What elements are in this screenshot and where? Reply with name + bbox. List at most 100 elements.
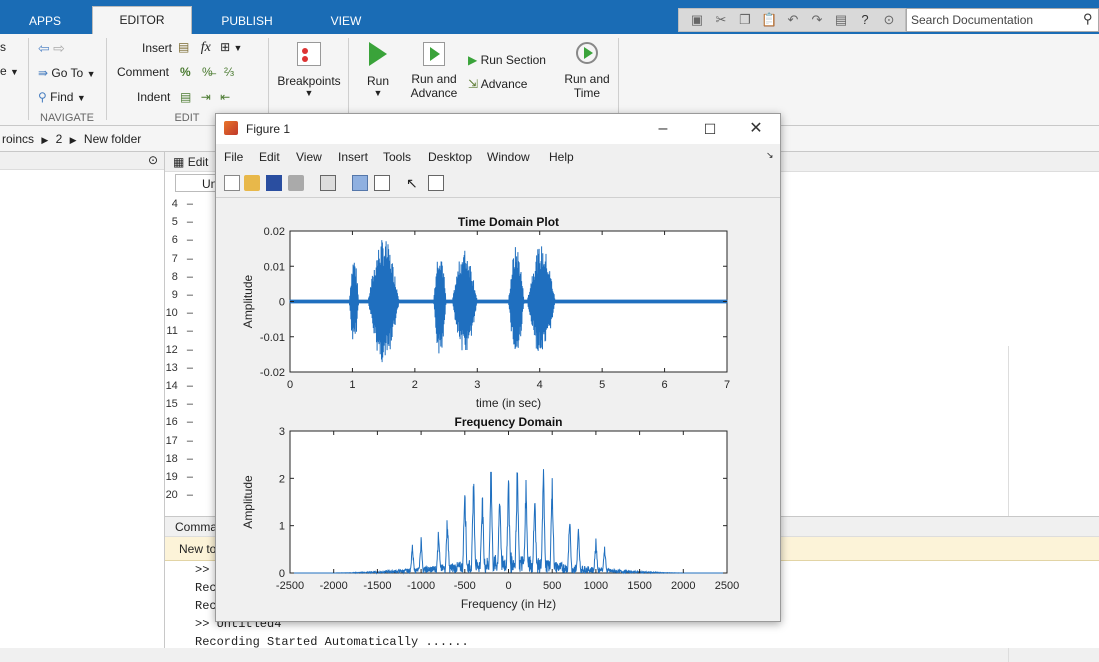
indent-icons: ▤ ⇥ ⇤ <box>180 90 230 104</box>
find-button[interactable]: ⚲ Find ▼ <box>38 90 86 104</box>
line-number: 16 – <box>165 416 193 429</box>
line-number: 17 – <box>165 434 193 447</box>
tab-publish[interactable]: PUBLISH <box>221 14 273 28</box>
search-icon[interactable]: ⚲ <box>1083 11 1093 26</box>
panel-menu-icon[interactable]: ⊙ <box>147 153 158 167</box>
undo-icon[interactable]: ↶ <box>787 12 799 27</box>
menu-view[interactable]: View <box>296 150 322 164</box>
link-plot-icon[interactable] <box>320 175 336 191</box>
path-segment[interactable]: roincs <box>2 132 35 146</box>
command-line: Rec <box>195 599 217 613</box>
wrap-comment-icon[interactable]: ⅔ <box>224 65 235 79</box>
save-figure-icon[interactable] <box>266 175 282 191</box>
open-file-icon[interactable] <box>244 175 260 191</box>
insert-button[interactable]: Insert <box>142 41 173 55</box>
line-number: 8 – <box>171 270 193 283</box>
figure-titlebar[interactable]: Figure 1 – ☐ ✕ <box>216 114 780 144</box>
y-tick-label: -0.01 <box>260 332 285 344</box>
ribbon-partial-label: s <box>0 40 6 54</box>
copy-icon[interactable]: ❐ <box>739 12 751 27</box>
x-tick-label: 0 <box>505 580 511 592</box>
goto-button[interactable]: ⇛ Go To ▼ <box>38 66 96 80</box>
menu-window[interactable]: Window <box>487 150 530 164</box>
figure-toolbar: ↖ <box>216 170 780 198</box>
maximize-button[interactable]: ☐ <box>703 121 717 137</box>
panel-header: ⊙ <box>0 152 164 170</box>
tab-view[interactable]: VIEW <box>330 14 362 28</box>
x-tick-label: 6 <box>662 379 668 391</box>
chart-title: Frequency Domain <box>454 415 562 429</box>
decrease-indent-icon[interactable]: ⇤ <box>220 90 231 104</box>
new-figure-icon[interactable] <box>224 175 240 191</box>
insert-code-icon[interactable]: ⊞ <box>220 40 231 54</box>
y-tick-label: 0.01 <box>264 261 285 273</box>
insert-function-icon[interactable]: fx <box>200 40 211 55</box>
figure-window[interactable]: Figure 1 – ☐ ✕ File Edit View Insert Too… <box>215 113 781 622</box>
expand-icon[interactable]: ⊙ <box>883 12 895 27</box>
menu-help[interactable]: Help <box>549 150 574 164</box>
dock-arrow-icon[interactable]: ↘ <box>766 150 774 160</box>
line-number: 6 – <box>171 234 193 247</box>
y-tick-label: 0.02 <box>264 226 285 238</box>
advance-button[interactable]: ⇲ Advance <box>468 77 528 91</box>
uncomment-icon[interactable]: %̶ <box>202 65 213 79</box>
tab-apps[interactable]: APPS <box>28 14 61 28</box>
indent-button[interactable]: Indent <box>137 90 171 104</box>
x-tick-label: 5 <box>599 379 605 391</box>
x-tick-label: 2 <box>412 379 418 391</box>
tab-editor[interactable]: EDITOR <box>92 6 192 34</box>
save-icon[interactable]: ▣ <box>690 12 704 27</box>
path-segment[interactable]: 2 <box>55 132 63 146</box>
x-tick-label: 1000 <box>584 580 608 592</box>
redo-icon[interactable]: ↷ <box>811 12 823 27</box>
x-tick-label: 1 <box>349 379 355 391</box>
menu-insert[interactable]: Insert <box>338 150 369 164</box>
editor-divider <box>1008 346 1009 662</box>
search-documentation-input[interactable]: Search Documentation <box>906 8 1099 32</box>
line-number: 5 – <box>171 216 193 229</box>
toolstrip-tabbar: APPS EDITOR PUBLISH VIEW ▣ ✂ ❐ 📋 ↶ ↷ ▤ ?… <box>0 0 1099 34</box>
legend-icon[interactable] <box>374 175 390 191</box>
cut-icon[interactable]: ✂ <box>715 12 727 27</box>
x-tick-label: 7 <box>724 379 730 391</box>
menu-desktop[interactable]: Desktop <box>428 150 473 164</box>
colorbar-icon[interactable] <box>352 175 368 191</box>
close-button[interactable]: ✕ <box>749 120 763 137</box>
menu-file[interactable]: File <box>224 150 244 164</box>
minimize-button[interactable]: – <box>658 120 668 137</box>
insert-section-icon[interactable]: ▤ <box>178 40 190 54</box>
insert-icons: ▤ fx ⊞ ▼ <box>178 40 243 55</box>
back-arrow-icon[interactable]: ⇦ <box>38 40 50 56</box>
forward-arrow-icon[interactable]: ⇨ <box>53 40 65 56</box>
x-tick-label: 2000 <box>671 580 695 592</box>
menu-edit[interactable]: Edit <box>259 150 280 164</box>
run-button[interactable]: Run ▼ <box>358 42 398 98</box>
line-number: 15 – <box>165 398 193 411</box>
y-axis-label: Amplitude <box>241 475 255 529</box>
line-number: 13 – <box>165 361 193 374</box>
chart-title: Time Domain Plot <box>458 215 559 229</box>
command-line: >> <box>195 563 210 577</box>
run-and-advance-button[interactable]: Run and Advance <box>404 42 464 100</box>
back-forward-buttons[interactable]: ⇦ ⇨ <box>38 40 65 57</box>
line-number: 7 – <box>171 252 193 265</box>
paste-icon[interactable]: 📋 <box>761 12 778 27</box>
breakpoints-button[interactable]: Breakpoints ▼ <box>276 42 342 98</box>
pointer-icon[interactable]: ↖ <box>406 175 418 191</box>
section-label-edit: EDIT <box>174 112 200 124</box>
x-tick-label: 500 <box>543 580 561 592</box>
comment-percent-icon[interactable]: % <box>180 65 191 79</box>
matlab-logo-icon <box>224 121 238 135</box>
run-section-button[interactable]: ▶ Run Section <box>468 53 546 67</box>
smart-indent-icon[interactable]: ▤ <box>180 90 192 104</box>
switch-windows-icon[interactable]: ▤ <box>834 12 848 27</box>
help-icon[interactable]: ? <box>861 12 869 27</box>
comment-button[interactable]: Comment <box>117 65 170 79</box>
menu-tools[interactable]: Tools <box>383 150 412 164</box>
property-editor-icon[interactable] <box>428 175 444 191</box>
line-number: 4 – <box>171 198 193 210</box>
increase-indent-icon[interactable]: ⇥ <box>200 90 211 104</box>
print-icon[interactable] <box>288 175 304 191</box>
path-segment[interactable]: New folder <box>83 132 142 146</box>
run-and-time-button[interactable]: Run and Time <box>560 42 614 100</box>
